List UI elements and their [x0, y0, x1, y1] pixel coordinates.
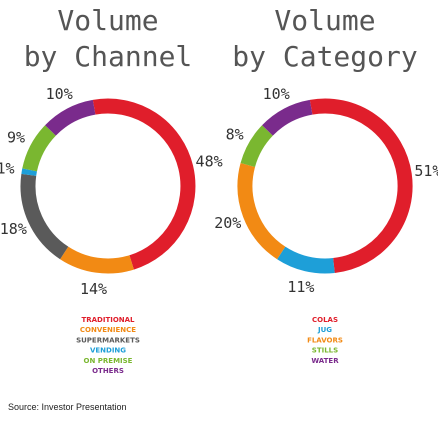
slice-water [262, 99, 313, 136]
slice-label: 1% [0, 159, 15, 177]
chart-title-line2: by Category [232, 40, 417, 73]
legend-item: JUG [317, 326, 332, 334]
legend-item: CONVENIENCE [80, 326, 136, 334]
chart-title-line1: Volume [274, 4, 375, 37]
slice-colas [309, 98, 413, 273]
legend-item: VENDING [90, 347, 126, 355]
slice-label: 11% [287, 278, 314, 296]
slice-label: 20% [214, 214, 241, 232]
legend-item: OTHERS [92, 367, 124, 375]
slice-supermarkets [20, 173, 69, 260]
source-note: Source: Investor Presentation [8, 402, 127, 412]
slice-label: 8% [226, 126, 244, 144]
slice-label: 51% [414, 162, 438, 180]
slice-jug [277, 246, 335, 274]
slice-label: 18% [0, 220, 27, 238]
legend: TRADITIONAL CONVENIENCE SUPERMARKETS VENDIN… [76, 316, 140, 375]
slice-stills [240, 125, 274, 168]
chart-title-line1: Volume [57, 4, 158, 37]
legend-item: TRADITIONAL [81, 316, 135, 324]
legend-item: FLAVORS [307, 336, 343, 344]
slice-label: 14% [80, 280, 107, 298]
slice-label: 10% [46, 85, 73, 103]
chart-volume-by-channel: Volume by Channel 48% 14% 18% 1% 9% 10% TRADI… [0, 4, 223, 375]
slice-label: 48% [196, 153, 223, 171]
legend-item: SUPERMARKETS [76, 336, 140, 344]
slice-others [45, 99, 96, 136]
chart-title-line2: by Channel [24, 40, 193, 73]
legend-item: ON PREMISE [84, 357, 133, 365]
slice-label: 10% [263, 85, 290, 103]
slice-labels: 48% 14% 18% 1% 9% 10% [0, 85, 223, 298]
slice-labels: 51% 11% 20% 8% 10% [214, 85, 438, 296]
legend-item: COLAS [312, 316, 338, 324]
slice-convenience [60, 246, 134, 274]
legend: COLAS JUG FLAVORS STILLS WATER [307, 316, 343, 365]
legend-item: WATER [311, 357, 339, 365]
slice-flavors [237, 163, 286, 260]
donut-ring [20, 98, 196, 274]
slice-label: 9% [7, 129, 25, 147]
donut-ring [237, 98, 413, 274]
legend-item: STILLS [312, 347, 338, 355]
chart-volume-by-category: Volume by Category 51% 11% 20% 8% 10% COLAS J… [214, 4, 438, 365]
slice-on-premise [22, 125, 57, 172]
slice-traditional [92, 98, 196, 270]
slice-vending [21, 168, 37, 176]
